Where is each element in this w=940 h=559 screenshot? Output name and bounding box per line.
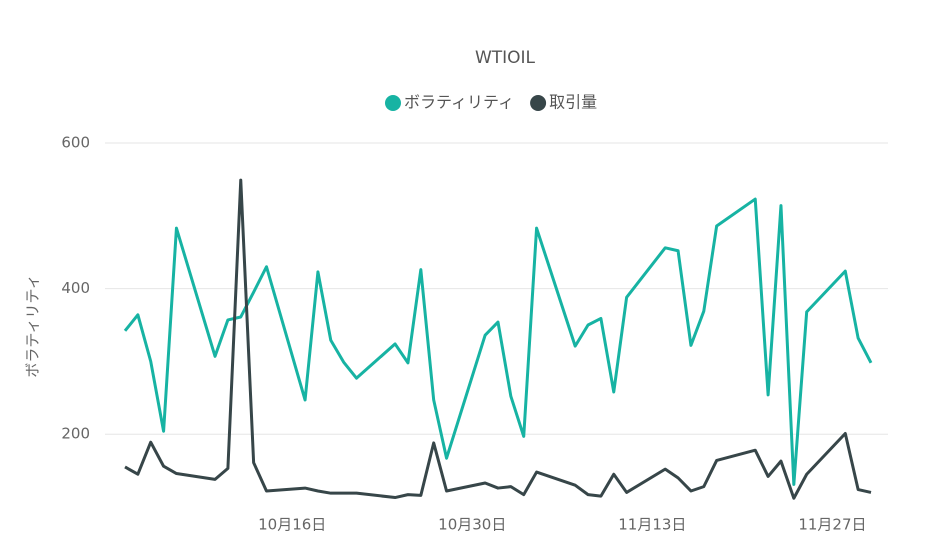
legend-label: ボラティリティ [404,93,514,112]
y-tick-label: 400 [61,279,90,297]
x-tick-label: 10月16日 [258,516,326,534]
y-tick-label: 600 [61,134,90,152]
legend-marker [385,95,401,111]
x-tick-label: 11月13日 [618,516,686,534]
y-tick-label: 200 [61,425,90,443]
series-line [123,197,873,486]
series-line [124,178,872,500]
y-axis-label: ボラティリティ [24,274,42,377]
legend-marker [530,95,547,111]
chart-title: WTIOIL [475,48,536,68]
x-tick-label: 11月27日 [798,516,866,534]
legend-label: 取引量 [549,93,597,112]
x-tick-label: 10月30日 [438,516,506,534]
